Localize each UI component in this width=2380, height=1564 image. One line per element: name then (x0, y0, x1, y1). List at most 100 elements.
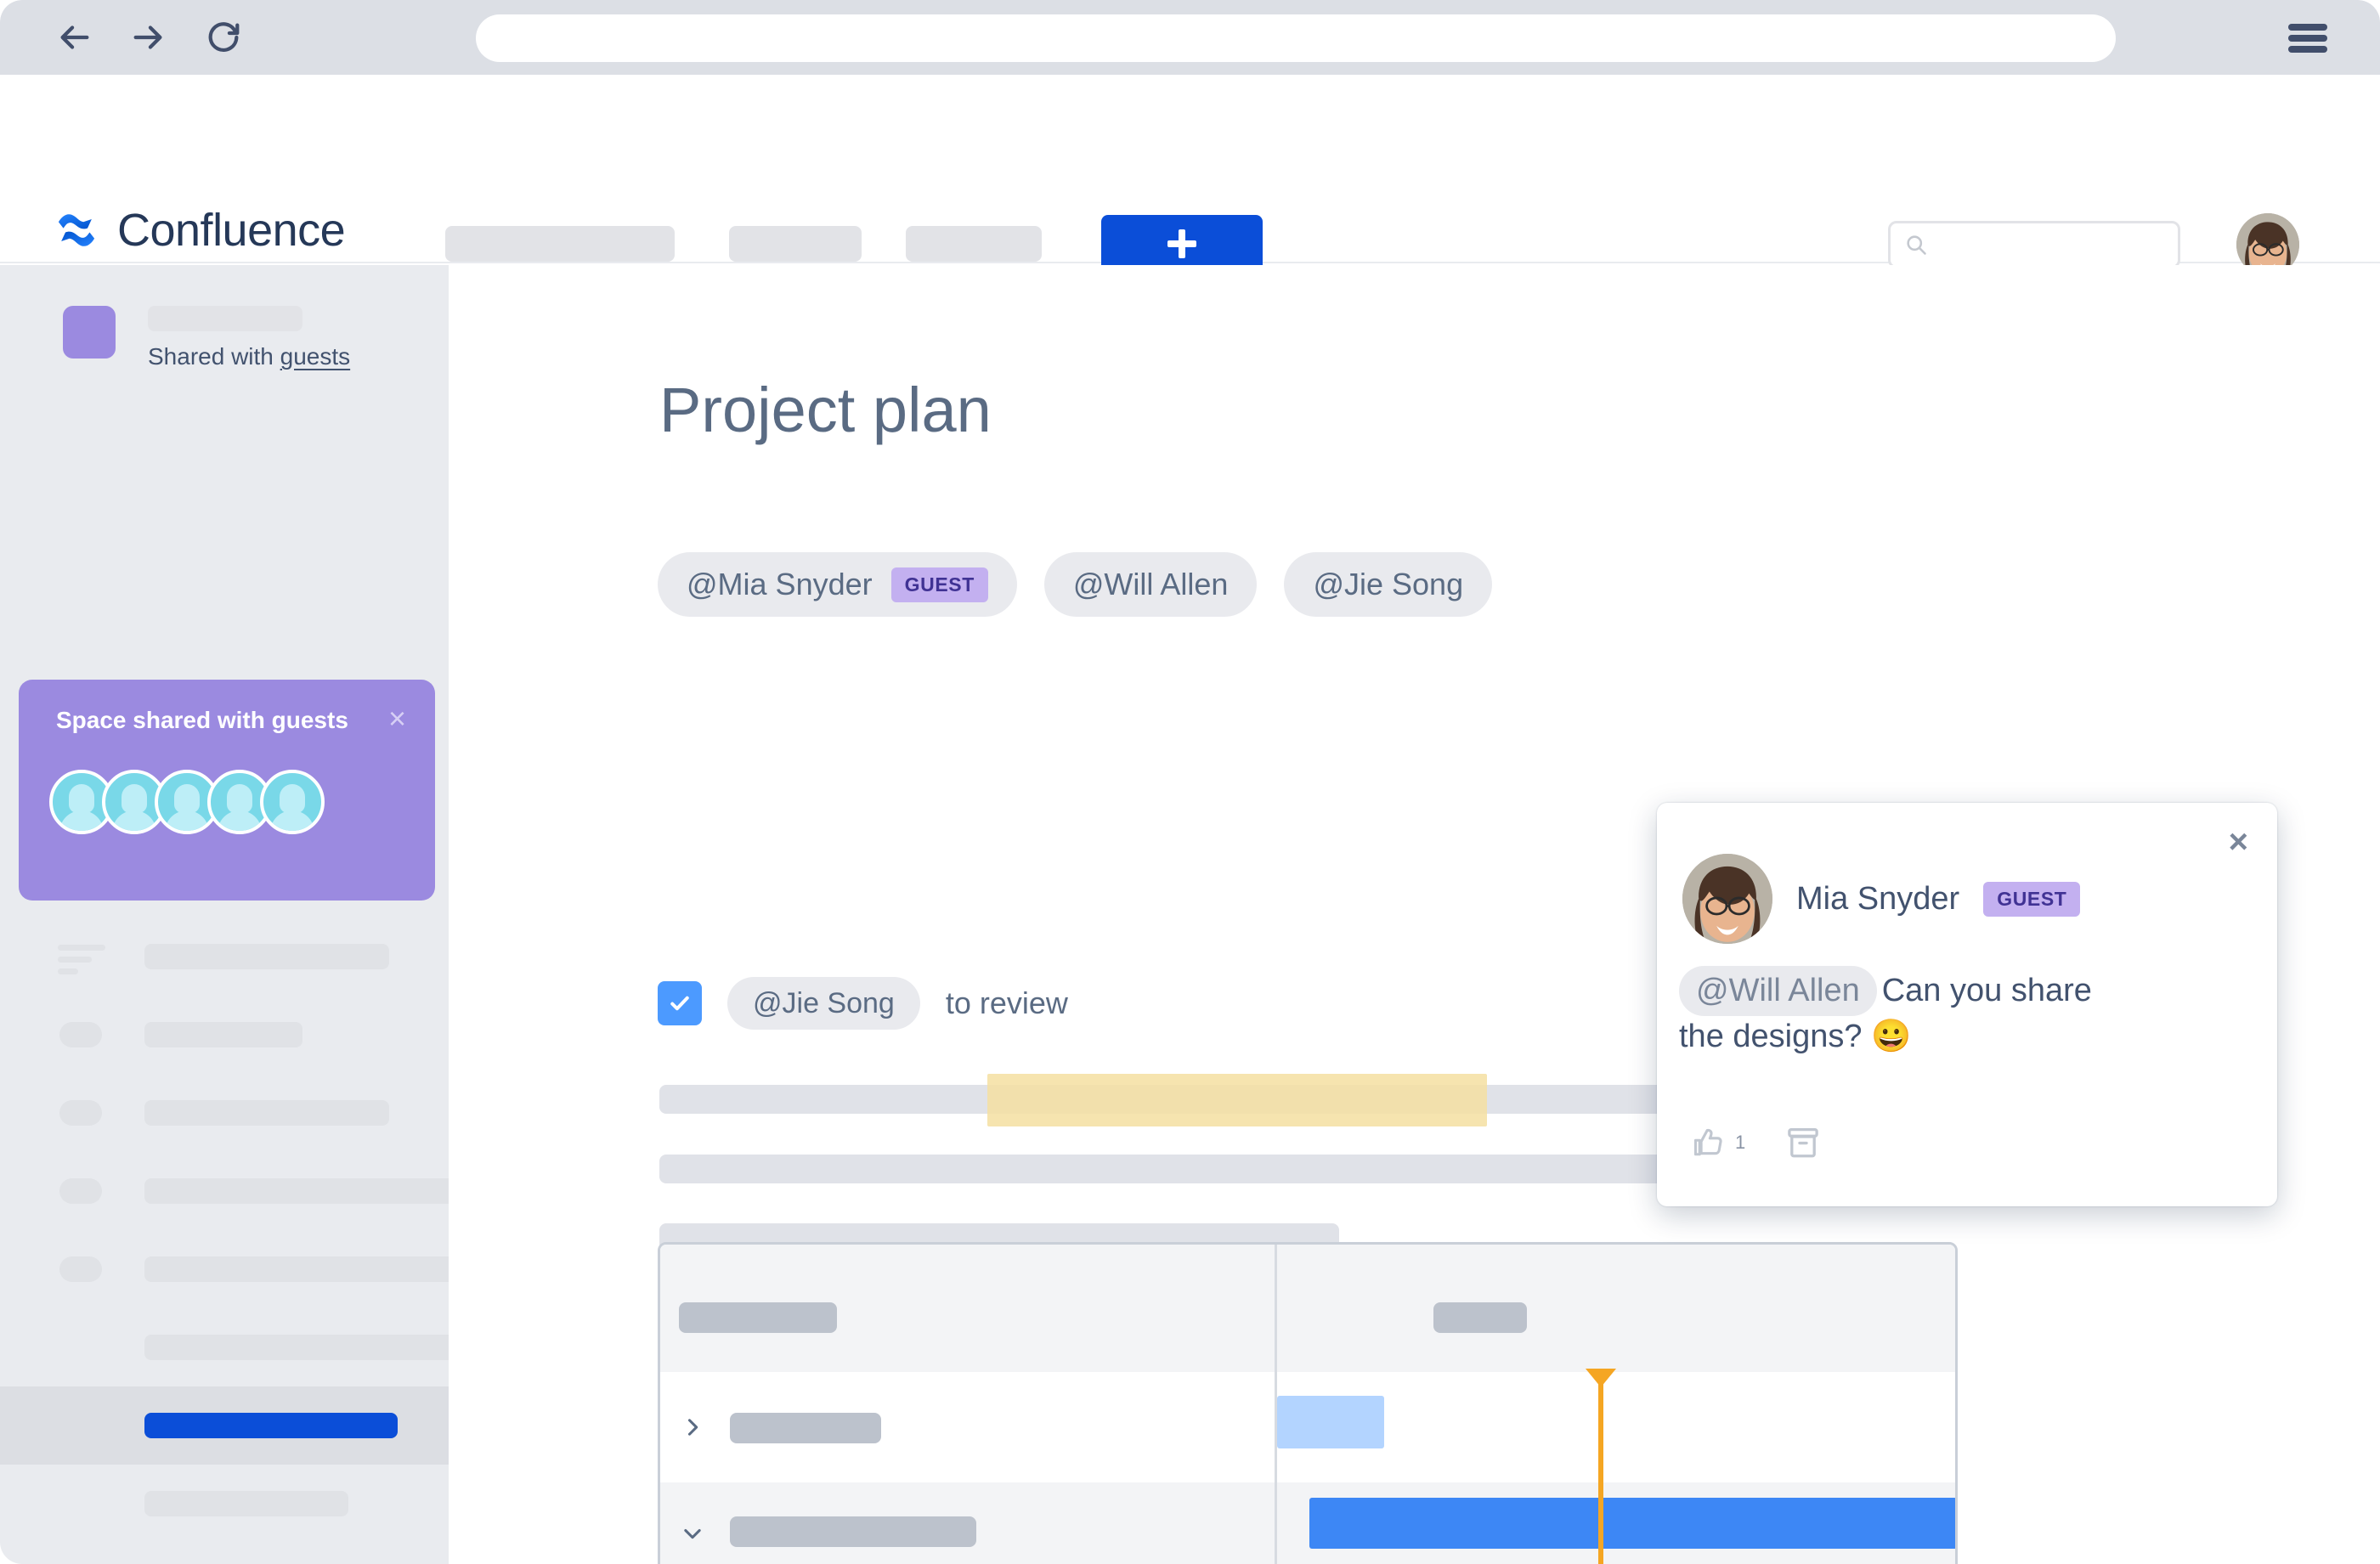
search-box[interactable] (1888, 221, 2180, 268)
arrow-left-icon (60, 25, 89, 49)
like-button[interactable]: 1 (1691, 1124, 1745, 1161)
avatar (1682, 854, 1772, 944)
hamburger-menu-icon (2288, 24, 2327, 31)
sidebar-item-4[interactable] (0, 1230, 537, 1308)
sidebar-item-active-label-placeholder (144, 1413, 398, 1438)
sidebar-item-5[interactable] (0, 1308, 457, 1386)
comment-actions: 1 (1691, 1124, 1822, 1161)
sidebar-item-8[interactable] (0, 1543, 449, 1564)
gantt-row-label-placeholder (730, 1413, 881, 1443)
arrow-right-icon (133, 25, 162, 49)
gantt-row-1-right (1277, 1372, 1955, 1482)
archive-button[interactable] (1784, 1124, 1822, 1161)
shared-with-guests-link[interactable]: Shared with guests (148, 343, 350, 370)
nav-placeholder-2[interactable] (729, 226, 862, 262)
url-input[interactable] (476, 14, 2116, 62)
mention-label: @Jie Song (753, 986, 895, 1019)
close-icon[interactable]: × (387, 701, 406, 736)
comment-body: @Will Allen Can you share the designs? 😀 (1679, 966, 2257, 1057)
sidebar-nav-list (0, 918, 537, 1564)
sidebar-item-label-placeholder (144, 1335, 457, 1360)
gantt-row-label-placeholder (730, 1516, 976, 1547)
sidebar-item-label-placeholder (144, 944, 389, 969)
mention-pill-mia-snyder[interactable]: @Mia Snyder GUEST (658, 552, 1017, 617)
avatar-image (1682, 854, 1772, 944)
app-header: Confluence (0, 75, 2380, 276)
mention-label: @Mia Snyder (687, 567, 873, 601)
comment-author-row: Mia Snyder GUEST (1682, 854, 2081, 944)
sidebar-item-3[interactable] (0, 1152, 457, 1230)
mention-pill-will-allen[interactable]: @Will Allen (1043, 552, 1258, 617)
confluence-logo[interactable]: Confluence (54, 204, 346, 257)
guest-badge: GUEST (1983, 881, 2081, 917)
task-mention-pill[interactable]: @Jie Song (727, 977, 920, 1030)
space-meta: Shared with guests (148, 306, 350, 370)
sidebar-item-6-active[interactable] (0, 1386, 449, 1465)
nav-placeholder-3[interactable] (906, 226, 1042, 262)
close-icon[interactable]: × (2228, 823, 2248, 861)
gantt-row-2-left (660, 1482, 1277, 1564)
shared-with-label: Shared with (148, 343, 280, 370)
text-highlight[interactable] (987, 1074, 1487, 1126)
guest-badge: GUEST (890, 567, 988, 602)
sidebar-item-0[interactable] (0, 918, 449, 996)
sidebar-item-label-placeholder (144, 1022, 302, 1047)
forward-button[interactable] (117, 6, 180, 69)
guest-avatar (260, 770, 325, 834)
reload-button[interactable] (192, 6, 255, 69)
gantt-row-2-right (1277, 1482, 1955, 1564)
archive-icon (1788, 1127, 1819, 1158)
sidebar-item-1[interactable] (0, 996, 449, 1074)
list-lines-icon (58, 945, 105, 974)
space-avatar-icon (63, 306, 116, 359)
space-row[interactable]: Shared with guests (63, 306, 350, 370)
chevron-right-icon[interactable] (681, 1415, 704, 1439)
guest-avatar-group (49, 770, 325, 834)
mention-row: @Mia Snyder GUEST @Will Allen @Jie Song (658, 552, 1493, 617)
today-indicator-line (1598, 1372, 1603, 1564)
bullet-icon (59, 1256, 102, 1282)
comment-text-part2: the designs? (1679, 1018, 1872, 1054)
thumbs-up-icon (1693, 1128, 1722, 1156)
gantt-row-1[interactable] (660, 1372, 1955, 1482)
reload-icon (208, 22, 240, 53)
create-button[interactable] (1101, 215, 1263, 273)
sidebar: Shared with guests Space shared with gue… (0, 265, 537, 1564)
sidebar-item-label-placeholder (144, 1178, 457, 1204)
sidebar-item-2[interactable] (0, 1074, 449, 1152)
gantt-bar-dark[interactable] (1309, 1498, 1955, 1549)
space-name-placeholder (148, 306, 302, 331)
gantt-header-right (1277, 1245, 1955, 1372)
nav-placeholder-1[interactable] (445, 226, 675, 262)
gantt-header-label-placeholder (1433, 1302, 1527, 1333)
guests-link-text[interactable]: guests (280, 343, 351, 370)
sidebar-item-7[interactable] (0, 1465, 449, 1543)
comment-popup: × Mia Snyder GUEST @Will Allen Can you sh… (1657, 803, 2277, 1206)
search-icon (1907, 235, 1926, 255)
gantt-header-left (660, 1245, 1277, 1372)
comment-mention-pill[interactable]: @Will Allen (1679, 966, 1877, 1016)
bullet-icon (59, 1100, 102, 1126)
bullet-icon (59, 1022, 102, 1047)
page-title: Project plan (659, 375, 992, 445)
task-row: @Jie Song to review (658, 977, 1068, 1030)
plus-icon (1167, 229, 1196, 258)
mention-pill-jie-song[interactable]: @Jie Song (1284, 552, 1493, 617)
gantt-header-label-placeholder (679, 1302, 837, 1333)
mention-label: @Will Allen (1072, 567, 1229, 601)
back-button[interactable] (42, 6, 105, 69)
today-indicator-arrow (1586, 1369, 1616, 1387)
product-name: Confluence (117, 205, 346, 256)
browser-toolbar (0, 0, 2380, 75)
chevron-down-icon[interactable] (681, 1522, 704, 1545)
like-count: 1 (1735, 1132, 1746, 1153)
gantt-header-row (660, 1245, 1955, 1372)
browser-menu-button[interactable] (2288, 24, 2327, 53)
gantt-row-2[interactable] (660, 1482, 1955, 1564)
gantt-timeline (658, 1242, 1958, 1564)
gantt-bar-light[interactable] (1277, 1396, 1384, 1448)
space-shared-with-guests-card: Space shared with guests × (19, 680, 435, 901)
search-input[interactable] (1936, 234, 2157, 256)
task-checkbox[interactable] (658, 981, 702, 1025)
